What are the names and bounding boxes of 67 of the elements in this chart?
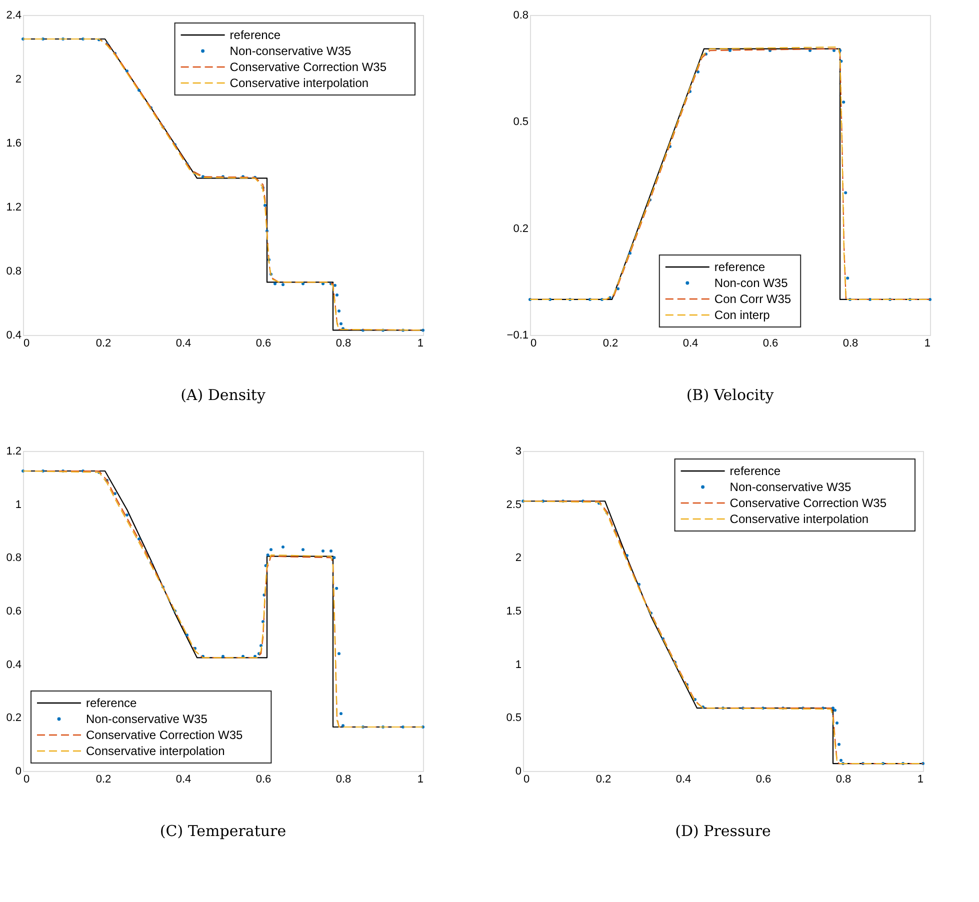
y-tick-label: 0.5 [506, 712, 522, 724]
text: (C) Temperature [160, 822, 286, 840]
x-tick-label: 1 [917, 774, 924, 786]
y-tick-label: 1.2 [6, 446, 22, 458]
x-tick-label: 0 [24, 338, 30, 350]
x-tick-label: 1 [417, 338, 424, 350]
y-tick-label: 2 [15, 74, 22, 86]
x-tick-label: 0.2 [596, 774, 612, 786]
x-tick-label: 0.6 [256, 774, 272, 786]
y-tick-label: 0.8 [513, 10, 528, 22]
legend-label: Non-conservative W35 [86, 712, 208, 726]
y-tick-label: 0.6 [6, 606, 22, 618]
x-tick-label: 0.4 [682, 338, 698, 350]
x-tick-label: 0.8 [836, 774, 852, 786]
y-tick-label: 0.8 [6, 266, 22, 278]
y-tick-label: 2.5 [506, 498, 522, 511]
x-tick-label: 0.8 [842, 338, 858, 350]
legend-label: Conservative interpolation [230, 76, 369, 90]
y-tick-label: 2.4 [6, 10, 22, 22]
y-tick-label: 1.2 [6, 202, 22, 214]
legend-label: Conservative Correction W35 [86, 728, 244, 742]
legend-label: Non-con W35 [714, 276, 788, 290]
y-tick-label: 1.5 [506, 606, 522, 618]
legend-label: Conservative interpolation [86, 744, 225, 758]
y-tick-label: 0 [15, 766, 22, 778]
legend-label: Conservative Correction W35 [730, 496, 887, 510]
y-tick-label: 1.6 [6, 138, 22, 150]
x-tick-label: 0.8 [336, 338, 352, 350]
legend-label: reference [730, 464, 781, 478]
x-tick-label: 0.2 [96, 774, 112, 786]
legend-label: Non-conservative W35 [230, 44, 352, 58]
legend-label: reference [86, 696, 138, 710]
y-tick-label: 0.8 [6, 552, 22, 564]
x-tick-label: 0.8 [336, 774, 352, 786]
text: (A) Density [180, 386, 266, 404]
x-tick-label: 0.4 [176, 338, 192, 350]
y-tick-label: −0.1 [506, 330, 528, 342]
y-tick-label: 0.2 [513, 222, 528, 235]
y-tick-label: 2 [515, 552, 522, 564]
y-tick-label: 3 [515, 446, 522, 458]
x-tick-label: 0 [24, 774, 30, 786]
legend-label: reference [230, 28, 281, 42]
y-tick-label: 0.4 [6, 330, 22, 342]
legend-label: Non-conservative W35 [730, 480, 852, 494]
legend-label: Con Corr W35 [714, 292, 792, 306]
y-tick-label: 0.5 [513, 116, 528, 128]
x-tick-label: 0.4 [676, 774, 692, 786]
x-tick-label: 0.4 [176, 774, 192, 786]
x-tick-label: 0.6 [756, 774, 772, 786]
x-tick-label: 0 [530, 338, 537, 350]
x-tick-label: 1 [924, 338, 930, 350]
y-tick-label: 0.4 [6, 658, 22, 671]
x-tick-label: 0.2 [602, 338, 618, 350]
text: (B) Velocity [686, 386, 774, 404]
x-tick-label: 1 [417, 774, 424, 786]
x-tick-label: 0.6 [256, 338, 272, 350]
y-tick-label: 0 [515, 766, 522, 778]
x-tick-label: 0.6 [762, 338, 778, 350]
legend-label: Conservative Correction W35 [230, 60, 387, 74]
x-tick-label: 0.2 [96, 338, 112, 350]
legend-label: Conservative interpolation [730, 512, 869, 526]
text: (D) Pressure [675, 822, 771, 840]
y-tick-label: 1 [515, 658, 522, 671]
y-tick-label: 1 [15, 498, 22, 511]
y-tick-label: 0.2 [6, 712, 22, 724]
legend-label: Con interp [714, 308, 770, 322]
legend-label: reference [714, 260, 766, 274]
